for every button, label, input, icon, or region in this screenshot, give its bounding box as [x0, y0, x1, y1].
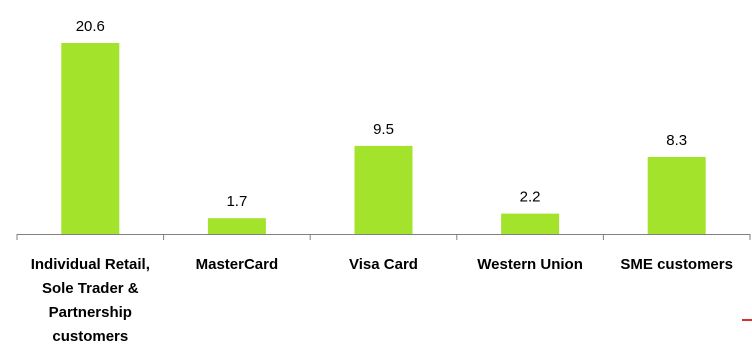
- category-label-4: SME customers: [620, 256, 733, 273]
- bar-4: [647, 157, 706, 234]
- bar-3: [501, 213, 560, 234]
- bar-2: [354, 145, 413, 234]
- category-label-2: Visa Card: [349, 256, 418, 273]
- bars-group: [61, 43, 706, 234]
- category-label-line: Individual Retail,: [31, 256, 150, 273]
- category-label-line: Visa Card: [349, 256, 418, 273]
- category-label-line: MasterCard: [196, 256, 279, 273]
- value-labels-group: 20.6 1.7 9.5 2.2 8.3: [76, 18, 687, 210]
- x-axis: [16, 234, 751, 240]
- bar-0: [61, 43, 120, 234]
- category-label-line: customers: [52, 328, 128, 345]
- red-dash-mark: [742, 319, 752, 321]
- category-label-3: Western Union: [477, 256, 583, 273]
- bar-1: [207, 218, 266, 234]
- category-label-line: SME customers: [620, 256, 733, 273]
- value-label-2: 9.5: [373, 121, 394, 138]
- value-label-0: 20.6: [76, 18, 105, 35]
- value-label-1: 1.7: [226, 193, 247, 210]
- category-label-0: Individual Retail, Sole Trader & Partnersh…: [31, 256, 150, 345]
- category-label-line: Sole Trader &: [42, 280, 139, 297]
- value-label-3: 2.2: [520, 189, 541, 206]
- category-label-line: Partnership: [49, 304, 132, 321]
- category-labels-group: Individual Retail, Sole Trader & Partnersh…: [31, 256, 733, 345]
- category-label-line: Western Union: [477, 256, 583, 273]
- value-label-4: 8.3: [666, 132, 687, 149]
- category-label-1: MasterCard: [196, 256, 279, 273]
